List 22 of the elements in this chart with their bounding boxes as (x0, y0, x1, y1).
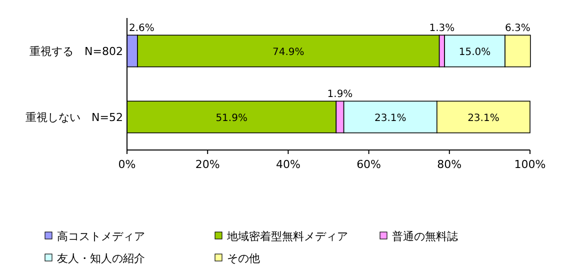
data-label: 23.1% (468, 113, 500, 124)
data-label: 1.3% (429, 23, 455, 34)
legend-label: その他 (227, 252, 260, 265)
x-tick-label: 100% (514, 158, 546, 171)
x-tick-label: 40% (276, 158, 300, 171)
data-label: 2.6% (129, 23, 154, 34)
legend-label: 普通の無料誌 (392, 230, 458, 243)
legend-label: 地域密着型無料メディア (226, 230, 348, 243)
legend-label: 高コストメディア (57, 230, 145, 243)
x-tick-label: 60% (356, 158, 382, 171)
data-label: 23.1% (374, 113, 406, 124)
data-label: 1.9% (327, 89, 353, 100)
data-label: 6.3% (505, 23, 530, 34)
data-label: 51.9% (216, 113, 248, 124)
x-tick-label: 0% (118, 158, 136, 171)
y-tick-label: 重視しない N=52 (26, 111, 123, 124)
data-label: 74.9% (272, 47, 304, 58)
data-label: 15.0% (458, 47, 491, 58)
legend-label: 友人・知人の紹介 (57, 252, 145, 265)
x-tick-label: 20% (195, 158, 220, 171)
x-tick-label: 80% (437, 158, 462, 171)
y-tick-label: 重視する N=802 (30, 45, 123, 58)
